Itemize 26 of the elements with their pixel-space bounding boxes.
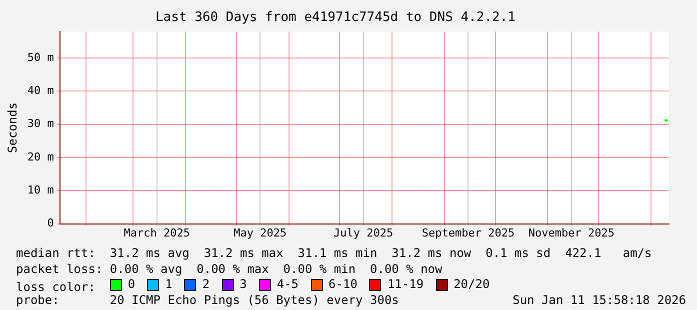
y-tick-label: 20 m <box>27 150 54 164</box>
legend-label: 0 <box>128 277 136 292</box>
y-axis-title: Seconds <box>5 102 20 153</box>
y-tick-label: 30 m <box>27 117 54 130</box>
text: loss color: <box>16 280 96 294</box>
legend-label: 1 <box>165 277 172 292</box>
legend-label: 2 <box>202 277 210 292</box>
text: packet loss: 0.00 % avg 0.00 % max 0.00 % min 0.00 % now <box>16 262 444 277</box>
x-tick-label: March 2025 <box>124 226 190 240</box>
legend-label: 3 <box>240 277 247 292</box>
x-tick-label: November 2025 <box>528 226 614 240</box>
y-tick-label: 0 <box>47 216 54 230</box>
y-tick-label: 10 m <box>27 184 54 197</box>
legend-label: 4-5 <box>276 277 299 292</box>
y-tick-label: 40 m <box>27 84 54 98</box>
x-tick-label: July 2025 <box>334 226 394 240</box>
legend-label: 6-10 <box>328 277 358 292</box>
y-tick-label: 50 m <box>27 50 54 64</box>
legend-label: 20/20 <box>454 277 490 292</box>
legend-label: 11-19 <box>387 277 424 292</box>
chart-title: Last 360 Days from e41971c7745d to DNS 4.2.2.1 <box>155 10 516 26</box>
x-tick-label: September 2025 <box>422 226 515 240</box>
text: Sun Jan 11 15:58:18 2026 <box>512 292 686 308</box>
text: median rtt: 31.2 ms avg 31.2 ms max 31.1 ms min 31.2 ms now 0.1 ms sd 422.1 am/s <box>16 246 653 262</box>
x-tick-label: May 2025 <box>234 226 287 240</box>
text: probe: 20 ICMP Echo Pings (56 Bytes) every 300s <box>16 292 399 306</box>
